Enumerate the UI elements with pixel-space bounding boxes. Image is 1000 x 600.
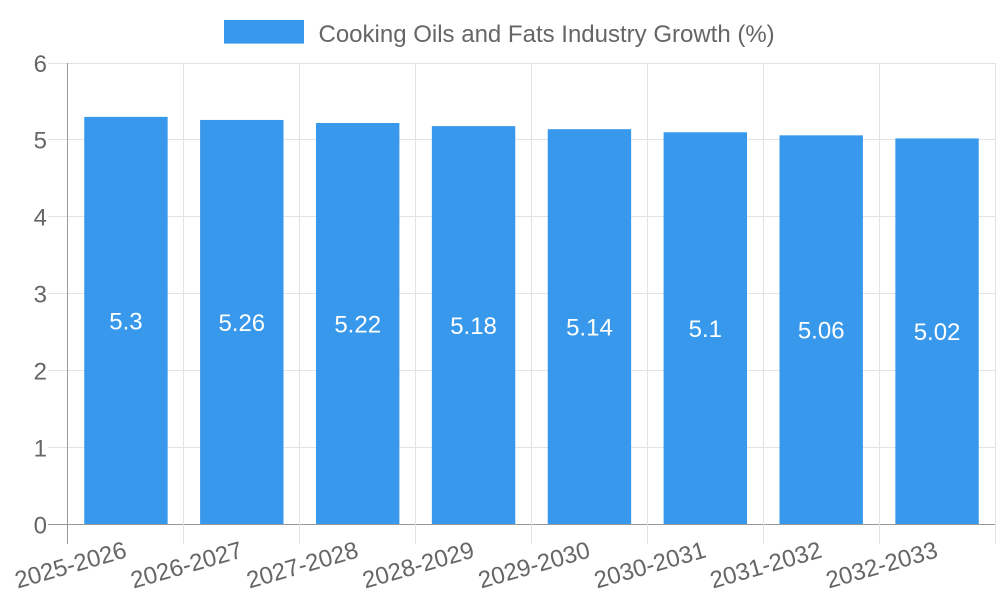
svg-text:4: 4 bbox=[34, 205, 47, 232]
svg-text:5.1: 5.1 bbox=[689, 316, 722, 343]
svg-text:5.26: 5.26 bbox=[218, 310, 265, 337]
svg-text:6: 6 bbox=[34, 51, 47, 78]
svg-text:3: 3 bbox=[34, 282, 47, 309]
svg-text:5.06: 5.06 bbox=[798, 318, 845, 345]
svg-text:0: 0 bbox=[34, 512, 47, 539]
svg-text:5: 5 bbox=[34, 128, 47, 155]
svg-text:5.18: 5.18 bbox=[450, 313, 497, 340]
svg-text:5.22: 5.22 bbox=[334, 311, 381, 338]
svg-text:5.14: 5.14 bbox=[566, 315, 613, 342]
svg-text:5.3: 5.3 bbox=[109, 308, 142, 335]
svg-text:1: 1 bbox=[34, 436, 47, 463]
svg-text:Cooking Oils and Fats Industry: Cooking Oils and Fats Industry Growth (%… bbox=[319, 21, 775, 48]
svg-text:5.02: 5.02 bbox=[914, 319, 961, 346]
svg-text:2: 2 bbox=[34, 359, 47, 386]
